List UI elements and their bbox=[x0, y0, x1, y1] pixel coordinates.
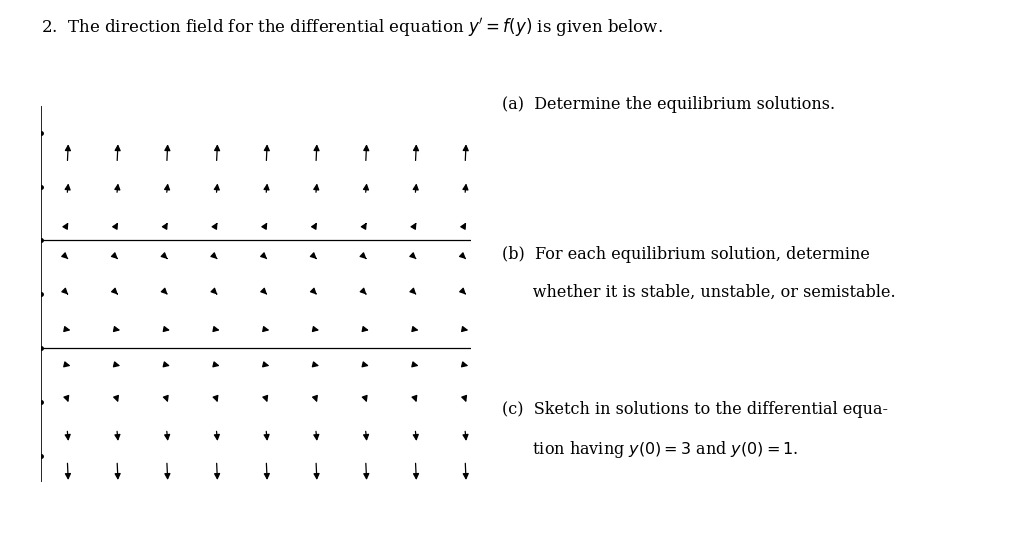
Text: tion having $y(0) = 3$ and $y(0) = 1$.: tion having $y(0) = 3$ and $y(0) = 1$. bbox=[502, 439, 799, 460]
Text: 2.  The direction field for the differential equation $y' = f(y)$ is given below: 2. The direction field for the different… bbox=[41, 16, 663, 39]
Text: whether it is stable, unstable, or semistable.: whether it is stable, unstable, or semis… bbox=[502, 284, 895, 301]
Text: (a)  Determine the equilibrium solutions.: (a) Determine the equilibrium solutions. bbox=[502, 96, 835, 113]
Text: (b)  For each equilibrium solution, determine: (b) For each equilibrium solution, deter… bbox=[502, 246, 869, 263]
Text: (c)  Sketch in solutions to the differential equa-: (c) Sketch in solutions to the different… bbox=[502, 401, 888, 418]
